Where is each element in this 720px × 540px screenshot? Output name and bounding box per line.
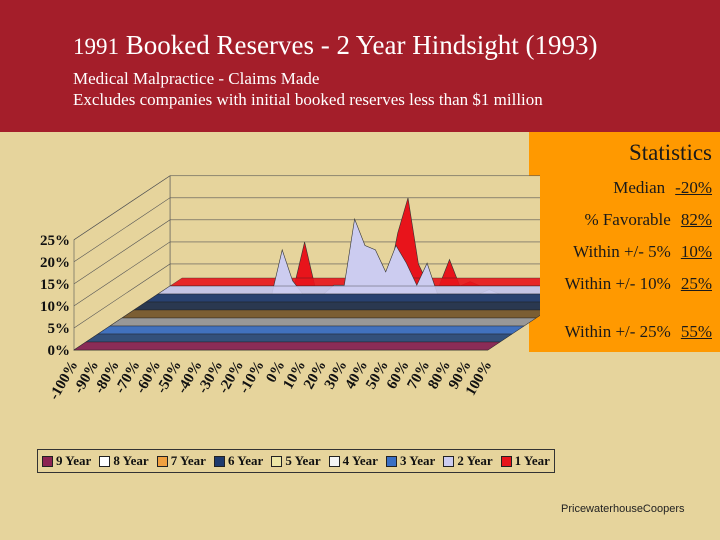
stat-label: Median bbox=[613, 178, 666, 197]
series-ribbon-4-year bbox=[133, 301, 540, 311]
stat-value: 25% bbox=[680, 274, 712, 293]
series-ribbon-5-year bbox=[121, 309, 540, 319]
subtitle-line-2: Excludes companies with initial booked r… bbox=[73, 90, 543, 109]
title-banner: 1991 Booked Reserves - 2 Year Hindsight … bbox=[0, 0, 720, 132]
stat-value: 82% bbox=[680, 210, 712, 229]
statistics-panel: Statistics Median -20% % Favorable 82% Wit… bbox=[529, 132, 720, 352]
legend-label: 4 Year bbox=[342, 453, 378, 468]
legend-item: 7 Year bbox=[156, 453, 206, 469]
stat-label: Within +/- 10% bbox=[564, 274, 671, 293]
y-tick-label: 25% bbox=[40, 233, 70, 249]
stat-value: 10% bbox=[680, 242, 712, 261]
stat-label: Within +/- 25% bbox=[564, 322, 671, 341]
y-tick-label: 5% bbox=[48, 321, 71, 337]
legend-label: 5 Year bbox=[285, 453, 321, 468]
title-text: Booked Reserves - 2 Year Hindsight (1993… bbox=[125, 30, 598, 60]
legend-swatch bbox=[42, 455, 54, 467]
legend-item: 1 Year bbox=[500, 453, 550, 469]
statistics-title: Statistics bbox=[628, 140, 712, 165]
legend-item: 2 Year bbox=[443, 453, 493, 469]
legend-label: 1 Year bbox=[514, 453, 550, 468]
legend-swatch bbox=[271, 455, 283, 467]
stat-value: -20% bbox=[675, 178, 712, 197]
legend-label: 3 Year bbox=[400, 453, 436, 468]
gridline bbox=[73, 219, 540, 285]
series-ribbon-2-year bbox=[157, 285, 540, 295]
stat-within-5: Within +/- 5% 10% bbox=[573, 242, 712, 262]
stat-label: Within +/- 5% bbox=[573, 242, 671, 261]
stat-value: 55% bbox=[680, 322, 712, 341]
legend-swatch bbox=[214, 455, 226, 467]
gridline bbox=[73, 241, 540, 307]
legend-label: 6 Year bbox=[228, 453, 264, 468]
legend-item: 9 Year bbox=[42, 453, 91, 469]
series-ribbon-8-year bbox=[85, 333, 513, 343]
legend-swatch bbox=[156, 455, 168, 467]
stat-within-25: Within +/- 25% 55% bbox=[565, 322, 712, 342]
legend-item: 3 Year bbox=[386, 453, 435, 469]
series-ribbon-7-year bbox=[97, 325, 525, 335]
y-tick-label: 10% bbox=[40, 299, 70, 315]
legend-label: 9 Year bbox=[56, 453, 92, 468]
y-tick-label: 15% bbox=[40, 277, 70, 293]
footer-brand: PricewaterhouseCoopers bbox=[561, 503, 685, 515]
chart-legend: 9 Year 8 Year 7 Year 6 Year 5 Year 4 Year 3 Ye… bbox=[37, 449, 555, 473]
subtitle-line-1: Medical Malpractice - Claims Made bbox=[73, 69, 320, 88]
page-title: 1991 Booked Reserves - 2 Year Hindsight … bbox=[73, 30, 597, 61]
legend-item: 4 Year bbox=[328, 453, 378, 469]
gridline bbox=[73, 175, 540, 240]
legend-item: 8 Year bbox=[99, 453, 149, 469]
legend-label: 7 Year bbox=[170, 453, 206, 468]
legend-item: 5 Year bbox=[271, 453, 321, 469]
legend-swatch bbox=[386, 455, 397, 467]
legend-swatch bbox=[328, 455, 340, 467]
legend-swatch bbox=[99, 455, 111, 467]
legend-swatch bbox=[443, 455, 455, 467]
legend-label: 8 Year bbox=[113, 453, 149, 468]
gridline bbox=[73, 263, 540, 329]
legend-label: 2 Year bbox=[457, 453, 493, 468]
title-year: 1991 bbox=[73, 34, 119, 59]
distribution-chart: 0%5%10%15%20%25%-100%-90%-80%-70%-60%-50… bbox=[40, 175, 540, 403]
series-ribbon-9-year bbox=[73, 341, 501, 351]
stat-within-10: Within +/- 10% 25% bbox=[565, 274, 712, 294]
stat-label: % Favorable bbox=[584, 210, 671, 229]
y-tick-label: 20% bbox=[40, 255, 70, 271]
y-tick-label: 0% bbox=[48, 343, 71, 359]
legend-item: 6 Year bbox=[214, 453, 263, 469]
legend-swatch bbox=[500, 455, 512, 467]
series-ribbon-6-year bbox=[109, 317, 537, 327]
stat-median: Median -20% bbox=[613, 178, 712, 198]
series-ribbon-3-year bbox=[145, 293, 540, 303]
stat-favorable: % Favorable 82% bbox=[584, 210, 712, 230]
gridline bbox=[73, 197, 540, 263]
